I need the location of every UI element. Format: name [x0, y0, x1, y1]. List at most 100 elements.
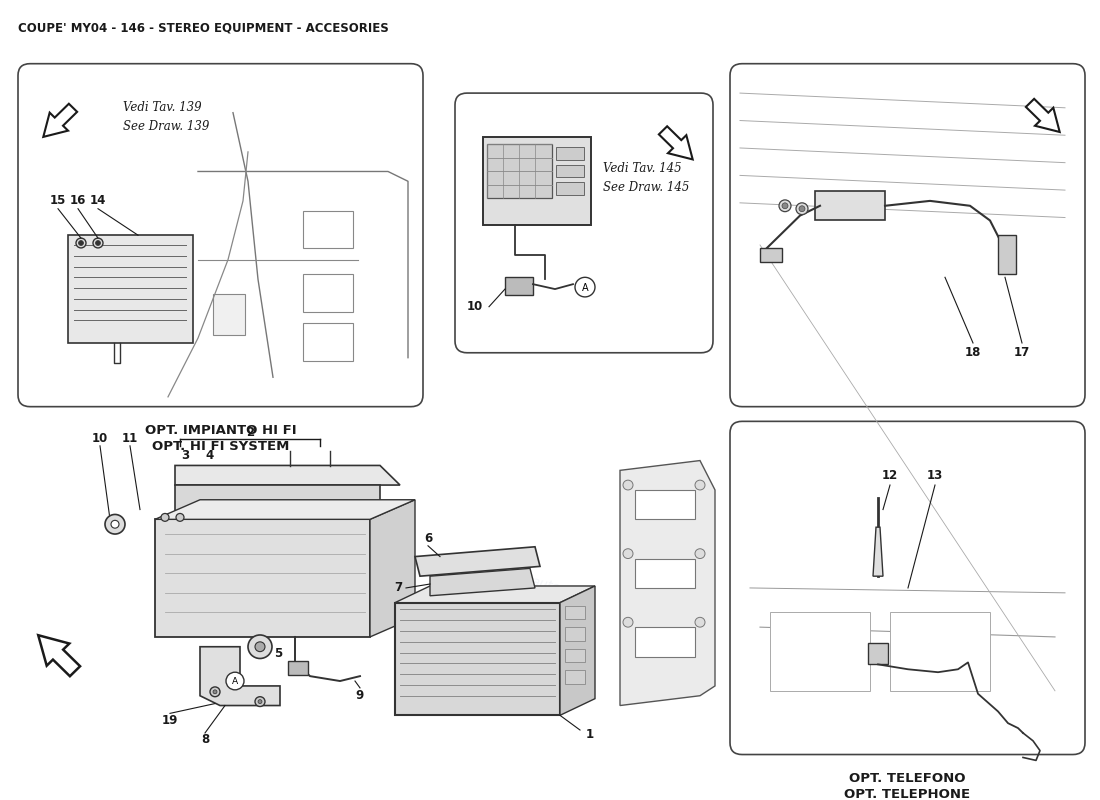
Text: 3: 3 — [180, 449, 189, 462]
Text: 11: 11 — [122, 433, 139, 446]
Text: 10: 10 — [92, 433, 108, 446]
Circle shape — [695, 549, 705, 558]
Text: 17: 17 — [1014, 346, 1030, 359]
Text: OPT. IMPIANTO HI FI: OPT. IMPIANTO HI FI — [145, 424, 296, 438]
Polygon shape — [200, 646, 280, 706]
Circle shape — [76, 238, 86, 248]
Bar — [505, 278, 534, 295]
Circle shape — [111, 520, 119, 528]
Text: 19: 19 — [162, 714, 178, 726]
Text: Vedi Tav. 139
See Draw. 139: Vedi Tav. 139 See Draw. 139 — [123, 101, 209, 133]
Polygon shape — [395, 602, 560, 715]
Text: eurosportautos: eurosportautos — [253, 559, 348, 597]
Polygon shape — [39, 635, 80, 676]
Bar — [556, 182, 584, 195]
FancyBboxPatch shape — [18, 64, 424, 406]
Text: 14: 14 — [90, 194, 107, 207]
Circle shape — [96, 241, 100, 246]
Text: OPT. HI FI SYSTEM: OPT. HI FI SYSTEM — [152, 440, 289, 453]
Bar — [556, 147, 584, 160]
Bar — [760, 248, 782, 262]
Polygon shape — [370, 500, 415, 637]
Bar — [890, 613, 990, 691]
Text: 18: 18 — [965, 346, 981, 359]
Bar — [302, 210, 353, 248]
Polygon shape — [1026, 99, 1059, 132]
Circle shape — [695, 480, 705, 490]
Circle shape — [575, 278, 595, 297]
Bar — [635, 558, 695, 588]
Circle shape — [176, 514, 184, 522]
Bar — [288, 662, 308, 675]
Bar — [487, 144, 552, 198]
Text: A: A — [232, 677, 238, 686]
Polygon shape — [395, 586, 595, 602]
Circle shape — [623, 480, 632, 490]
Circle shape — [213, 690, 217, 694]
Bar — [565, 627, 585, 641]
Text: eurosportautos: eurosportautos — [537, 204, 631, 242]
Text: eurosportautos: eurosportautos — [840, 589, 935, 626]
Bar — [213, 294, 245, 335]
FancyBboxPatch shape — [730, 64, 1085, 406]
Polygon shape — [175, 466, 400, 485]
Polygon shape — [620, 461, 715, 706]
Text: 1: 1 — [586, 729, 594, 742]
Bar — [998, 235, 1016, 274]
Bar — [302, 274, 353, 312]
Bar — [635, 490, 695, 519]
Polygon shape — [175, 485, 380, 519]
Polygon shape — [430, 568, 535, 596]
Text: 10: 10 — [466, 300, 483, 314]
Text: eurosportautos: eurosportautos — [473, 559, 568, 597]
Text: 9: 9 — [356, 690, 364, 702]
Circle shape — [104, 514, 125, 534]
Text: 4: 4 — [206, 449, 214, 462]
Text: 13: 13 — [927, 469, 943, 482]
Circle shape — [695, 618, 705, 627]
Circle shape — [623, 618, 632, 627]
Text: 6: 6 — [424, 533, 432, 546]
Text: OPT. TELEPHONE: OPT. TELEPHONE — [845, 788, 970, 800]
Circle shape — [258, 700, 262, 703]
Bar — [556, 165, 584, 178]
Text: OPT. TELEFONO: OPT. TELEFONO — [849, 772, 966, 785]
Circle shape — [623, 549, 632, 558]
Text: Vedi Tav. 145
See Draw. 145: Vedi Tav. 145 See Draw. 145 — [603, 162, 690, 194]
Circle shape — [78, 241, 84, 246]
Text: 5: 5 — [274, 647, 282, 660]
Circle shape — [782, 203, 788, 209]
Circle shape — [255, 697, 265, 706]
Circle shape — [226, 672, 244, 690]
Bar — [565, 606, 585, 619]
Polygon shape — [68, 235, 192, 343]
Polygon shape — [873, 527, 883, 576]
Circle shape — [255, 642, 265, 652]
Bar — [483, 137, 591, 226]
Circle shape — [210, 687, 220, 697]
Circle shape — [796, 203, 808, 214]
Bar — [635, 627, 695, 657]
Text: 7: 7 — [394, 582, 403, 594]
Bar — [868, 643, 888, 664]
Polygon shape — [43, 104, 77, 137]
Polygon shape — [560, 586, 595, 715]
Text: eurosportautos: eurosportautos — [190, 251, 286, 288]
Circle shape — [799, 206, 805, 212]
Bar — [815, 191, 886, 221]
Text: 12: 12 — [882, 469, 898, 482]
Circle shape — [779, 200, 791, 212]
Text: COUPE' MY04 - 146 - STEREO EQUIPMENT - ACCESORIES: COUPE' MY04 - 146 - STEREO EQUIPMENT - A… — [18, 22, 388, 34]
Bar — [302, 323, 353, 361]
Text: 8: 8 — [201, 734, 209, 746]
Bar — [770, 613, 870, 691]
FancyBboxPatch shape — [455, 93, 713, 353]
FancyBboxPatch shape — [730, 422, 1085, 754]
Circle shape — [248, 635, 272, 658]
Polygon shape — [659, 126, 693, 159]
Text: eurosportautos: eurosportautos — [840, 217, 935, 254]
Circle shape — [161, 514, 169, 522]
Text: 2: 2 — [246, 426, 254, 438]
Text: A: A — [582, 283, 588, 293]
Text: 15: 15 — [50, 194, 66, 207]
